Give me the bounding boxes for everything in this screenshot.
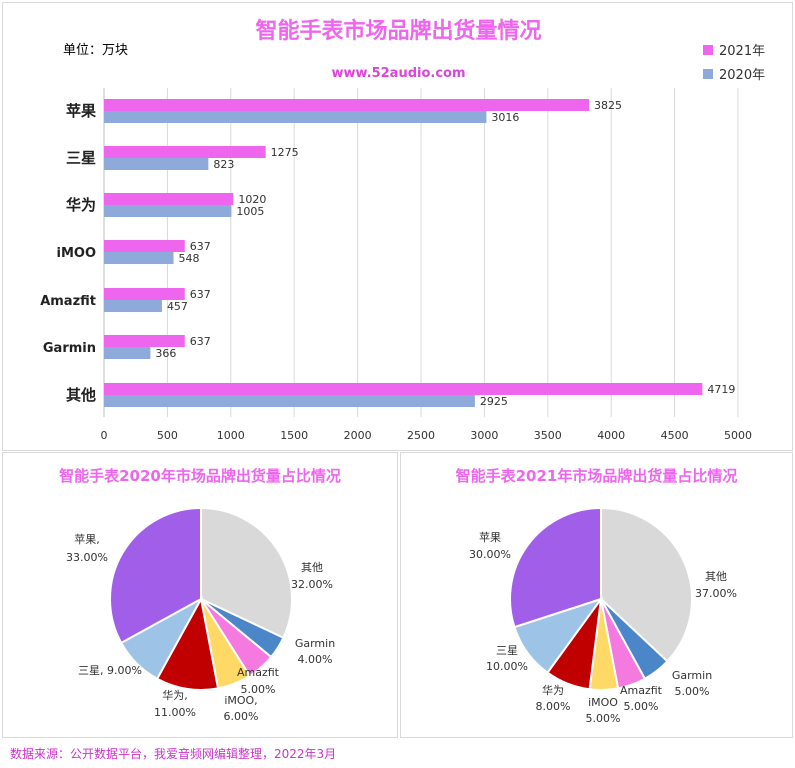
pie-label: 苹果 xyxy=(479,530,501,544)
pie-label: 32.00% xyxy=(291,578,333,591)
pie-label: 5.00% xyxy=(624,700,659,713)
bar-2020 xyxy=(104,205,232,217)
x-tick-label: 0 xyxy=(101,429,108,442)
data-label: 1275 xyxy=(271,146,299,159)
bar-2021 xyxy=(104,240,185,252)
pie-label: 三星, 9.00% xyxy=(78,664,142,677)
bar-2020 xyxy=(104,300,162,312)
category-label: iMOO xyxy=(57,246,97,261)
pie-label: 华为, xyxy=(162,688,188,702)
pie-2020-panel: 智能手表2020年市场品牌出货量占比情况 其他 32.00% Garmin 4.00%… xyxy=(2,452,398,738)
pie-2021-chart: 其他 37.00% Garmin 5.00% Amazfit 5.00% iMOO 5.00%… xyxy=(469,506,737,725)
pie-label: 华为 xyxy=(542,683,564,697)
data-label: 637 xyxy=(190,240,211,253)
pie-label: 37.00% xyxy=(695,587,737,600)
pie-2020-chart: 其他 32.00% Garmin 4.00% Amazfit 5.00%iMOO, 6.00… xyxy=(66,506,335,723)
legend-label-2020: 2020年 xyxy=(719,68,766,83)
category-label: Amazfit xyxy=(40,294,96,309)
pie-2020-title: 智能手表2020年市场品牌出货量占比情况 xyxy=(59,467,341,485)
bar-chart: 0 500 1000 1500 2000 2500 3000 3500 4000 4500 5000… xyxy=(40,88,752,442)
x-tick-label: 500 xyxy=(157,429,178,442)
x-tick-label: 3000 xyxy=(470,429,498,442)
data-label: 3825 xyxy=(594,99,622,112)
chart-title: 智能手表市场品牌出货量情况 xyxy=(255,19,542,44)
legend-swatch-2020 xyxy=(703,68,713,79)
legend-swatch-2021 xyxy=(703,44,713,55)
bar-2020 xyxy=(104,158,209,170)
category-label: 华为 xyxy=(66,196,96,214)
pie-label: 33.00% xyxy=(66,551,108,564)
data-label: 2925 xyxy=(480,395,508,408)
data-label: 457 xyxy=(167,300,188,313)
x-tick-label: 3500 xyxy=(534,429,562,442)
pie-label: 5.00% xyxy=(241,683,276,696)
data-label: 1005 xyxy=(236,205,264,218)
bar-2020 xyxy=(104,252,174,264)
bar-2021 xyxy=(104,146,266,158)
x-tick-label: 2000 xyxy=(344,429,372,442)
pie-label: 其他 xyxy=(301,561,323,574)
pie-label: 三星 xyxy=(496,644,518,657)
pie-label: 11.00% xyxy=(154,706,196,719)
unit-label: 单位：万块 xyxy=(63,43,129,58)
pie-label: Garmin xyxy=(672,669,712,682)
pie-label: 其他 xyxy=(705,570,727,583)
bar-2021 xyxy=(104,99,590,111)
pie-2021-title: 智能手表2021年市场品牌出货量占比情况 xyxy=(455,467,738,485)
legend-item-2021: 2021年 xyxy=(703,40,765,59)
pie-label: 4.00% xyxy=(298,653,333,666)
legend-label-2021: 2021年 xyxy=(719,44,766,59)
x-tick-label: 4500 xyxy=(661,429,689,442)
bar-2021 xyxy=(104,288,185,300)
pie-slice xyxy=(109,506,202,645)
pie-slice xyxy=(200,506,293,640)
pie-label: 30.00% xyxy=(469,548,511,561)
bar-2020 xyxy=(104,395,475,407)
website-label: www.52audio.com xyxy=(331,66,466,81)
pie-label: 苹果, xyxy=(74,532,100,546)
pie-label: 5.00% xyxy=(586,712,621,725)
pie-label: 10.00% xyxy=(486,660,528,673)
data-label: 637 xyxy=(190,288,211,301)
data-label: 1020 xyxy=(238,193,266,206)
data-label: 366 xyxy=(155,347,176,360)
data-label: 4719 xyxy=(707,383,735,396)
x-tick-label: 1500 xyxy=(280,429,308,442)
pie-label: 5.00% xyxy=(675,685,710,698)
pie-slice xyxy=(600,506,693,663)
pie-label: 8.00% xyxy=(536,700,571,713)
pie-label: Amazfit xyxy=(620,684,663,697)
pie-slice xyxy=(509,506,602,629)
category-label: 其他 xyxy=(66,386,96,404)
x-tick-label: 1000 xyxy=(217,429,245,442)
pie-label: Garmin xyxy=(295,637,335,650)
bar-2021 xyxy=(104,335,185,347)
data-label: 637 xyxy=(190,335,211,348)
x-tick-label: 4000 xyxy=(597,429,625,442)
pie-label: Amazfit xyxy=(237,666,280,679)
pie-label: iMOO, xyxy=(224,694,257,707)
bar-2020 xyxy=(104,111,487,123)
bar-chart-panel: 智能手表市场品牌出货量情况 单位：万块 www.52audio.com 2021… xyxy=(2,2,793,451)
data-label: 548 xyxy=(178,252,199,265)
bar-2021 xyxy=(104,383,703,395)
pie-label: iMOO xyxy=(588,696,618,709)
x-tick-label: 2500 xyxy=(407,429,435,442)
data-source-note: 数据来源：公开数据平台，我爱音频网编辑整理，2022年3月 xyxy=(10,747,337,761)
data-label: 3016 xyxy=(491,111,519,124)
data-label: 823 xyxy=(213,158,234,171)
pie-2021-panel: 智能手表2021年市场品牌出货量占比情况 其他 37.00% Garmin 5.00%… xyxy=(400,452,793,738)
bar-2020 xyxy=(104,347,151,359)
x-tick-label: 5000 xyxy=(724,429,752,442)
category-label: Garmin xyxy=(43,341,96,356)
bar-2021 xyxy=(104,193,234,205)
legend-item-2020: 2020年 xyxy=(703,64,765,83)
pie-label: 6.00% xyxy=(224,710,259,723)
category-label: 三星 xyxy=(66,149,96,167)
category-label: 苹果 xyxy=(66,102,97,120)
